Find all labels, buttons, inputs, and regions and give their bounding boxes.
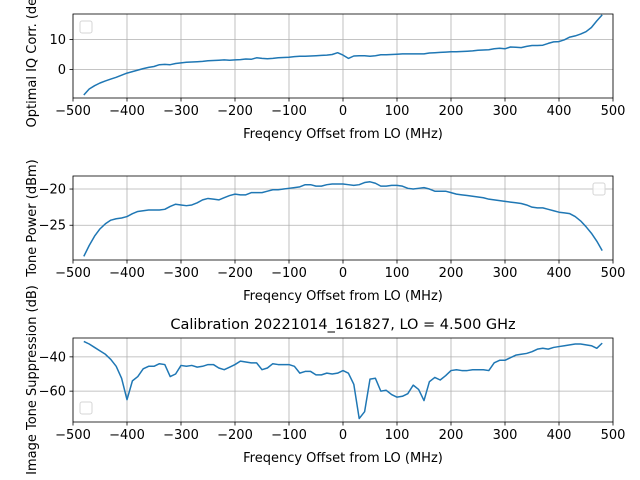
subplot-1: −500 −400 −300 −200 −100 0 100 200 300 400 500 0 10 F… bbox=[25, 0, 625, 142]
x-tick-label: 100 bbox=[385, 428, 410, 443]
x-tick-label: 0 bbox=[339, 104, 347, 119]
y-tick-label: 0 bbox=[58, 63, 66, 78]
y-tick-label: −60 bbox=[39, 385, 66, 400]
series-line-1 bbox=[83, 340, 603, 420]
x-tick-label: −400 bbox=[109, 266, 145, 281]
x-tick-label: 300 bbox=[493, 104, 518, 119]
x-axis-label: Freqency Offset from LO (MHz) bbox=[243, 127, 443, 142]
x-tick-label: 500 bbox=[601, 104, 626, 119]
y-axis-label: Tone Power (dBm) bbox=[25, 159, 40, 277]
x-tick-label: −200 bbox=[217, 428, 253, 443]
x-tick-label: 500 bbox=[601, 428, 626, 443]
x-tick-label: −300 bbox=[163, 266, 199, 281]
chart-title: Calibration 20221014_161827, LO = 4.500 … bbox=[170, 317, 515, 333]
x-tick-label: −300 bbox=[163, 428, 199, 443]
x-tick-label: −200 bbox=[217, 266, 253, 281]
x-tick-label: −100 bbox=[271, 104, 307, 119]
y-tick-label: −20 bbox=[39, 183, 66, 198]
series-line-1 bbox=[83, 14, 603, 96]
x-tick-label: 500 bbox=[601, 266, 626, 281]
y-tick-label: 10 bbox=[49, 33, 66, 48]
y-axis-label: Image Tone Suppression (dB) bbox=[25, 285, 40, 475]
subplot-3: −500 −400 −300 −200 −100 0 100 200 300 400 500 −60 −… bbox=[25, 285, 625, 475]
legend-box bbox=[79, 401, 93, 415]
x-tick-label: 0 bbox=[339, 266, 347, 281]
x-tick-label: −200 bbox=[217, 104, 253, 119]
legend-box bbox=[79, 20, 93, 34]
x-tick-label: −100 bbox=[271, 428, 307, 443]
x-tick-label: −500 bbox=[55, 266, 91, 281]
x-tick-label: 300 bbox=[493, 428, 518, 443]
legend-box bbox=[592, 182, 606, 196]
x-tick-label: −500 bbox=[55, 428, 91, 443]
x-tick-label: −400 bbox=[109, 428, 145, 443]
x-tick-label: −400 bbox=[109, 104, 145, 119]
x-tick-label: 400 bbox=[547, 428, 572, 443]
x-tick-label: −300 bbox=[163, 104, 199, 119]
x-axis-label: Freqency Offset from LO (MHz) bbox=[243, 451, 443, 466]
x-tick-label: 0 bbox=[339, 428, 347, 443]
x-tick-label: 200 bbox=[439, 266, 464, 281]
x-tick-label: 400 bbox=[547, 104, 572, 119]
y-tick-label: −40 bbox=[39, 350, 66, 365]
x-tick-label: 100 bbox=[385, 104, 410, 119]
x-axis-label: Freqency Offset from LO (MHz) bbox=[243, 289, 443, 304]
x-tick-label: 200 bbox=[439, 428, 464, 443]
y-axis-label: Optimal IQ Corr. (deg) bbox=[25, 0, 40, 127]
x-tick-label: 400 bbox=[547, 266, 572, 281]
x-tick-label: −500 bbox=[55, 104, 91, 119]
x-tick-label: 300 bbox=[493, 266, 518, 281]
y-tick-label: −25 bbox=[39, 219, 66, 234]
x-tick-label: 200 bbox=[439, 104, 464, 119]
series-line-1 bbox=[83, 181, 603, 257]
x-tick-label: −100 bbox=[271, 266, 307, 281]
subplot-2: −500 −400 −300 −200 −100 0 100 200 300 400 500 −25 −… bbox=[25, 159, 625, 304]
x-tick-label: 100 bbox=[385, 266, 410, 281]
